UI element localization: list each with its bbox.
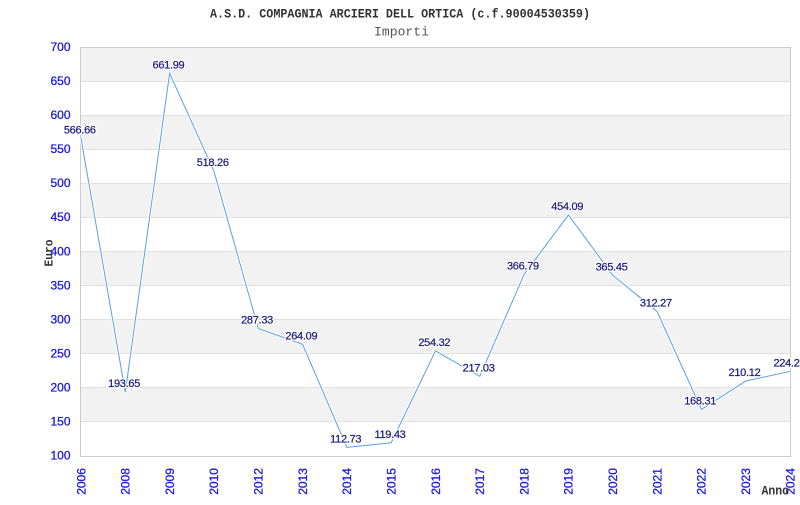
svg-text:300: 300 xyxy=(50,312,70,326)
svg-text:600: 600 xyxy=(50,108,70,122)
svg-text:2018: 2018 xyxy=(517,468,531,495)
svg-text:366.79: 366.79 xyxy=(507,260,539,272)
svg-text:168.31: 168.31 xyxy=(684,395,716,407)
svg-text:250: 250 xyxy=(50,346,70,360)
svg-text:112.73: 112.73 xyxy=(330,433,361,445)
svg-text:2016: 2016 xyxy=(429,468,443,495)
svg-text:Importi: Importi xyxy=(374,25,429,40)
svg-text:210.12: 210.12 xyxy=(729,367,761,379)
svg-text:661.99: 661.99 xyxy=(153,59,185,71)
svg-text:2023: 2023 xyxy=(739,468,753,495)
svg-text:2015: 2015 xyxy=(384,468,398,495)
svg-text:224.2: 224.2 xyxy=(773,357,799,369)
svg-text:217.03: 217.03 xyxy=(463,362,495,374)
svg-text:Euro: Euro xyxy=(43,240,57,267)
svg-text:700: 700 xyxy=(50,40,70,54)
svg-text:450: 450 xyxy=(50,210,70,224)
svg-text:193.65: 193.65 xyxy=(108,378,140,390)
svg-text:2024: 2024 xyxy=(783,468,797,495)
svg-text:566.66: 566.66 xyxy=(64,124,96,136)
svg-text:112.73: 112.73 xyxy=(330,433,361,445)
svg-text:150: 150 xyxy=(50,414,70,428)
svg-text:454.09: 454.09 xyxy=(551,201,583,213)
svg-text:2020: 2020 xyxy=(606,468,620,495)
svg-text:2014: 2014 xyxy=(340,468,354,495)
svg-text:168.31: 168.31 xyxy=(684,395,716,407)
svg-text:2021: 2021 xyxy=(650,468,664,495)
svg-text:400: 400 xyxy=(50,244,70,258)
svg-text:2010: 2010 xyxy=(207,468,221,495)
svg-text:365.45: 365.45 xyxy=(596,261,628,273)
svg-text:454.09: 454.09 xyxy=(551,201,583,213)
svg-text:287.33: 287.33 xyxy=(241,314,273,326)
svg-text:650: 650 xyxy=(50,74,70,88)
svg-text:500: 500 xyxy=(50,176,70,190)
svg-text:A.S.D. COMPAGNIA ARCIERI DELL: A.S.D. COMPAGNIA ARCIERI DELL ORTICA (c.… xyxy=(210,7,590,22)
svg-text:287.33: 287.33 xyxy=(241,314,273,326)
svg-text:200: 200 xyxy=(50,380,70,394)
svg-text:312.27: 312.27 xyxy=(640,297,672,309)
svg-text:2017: 2017 xyxy=(473,468,487,495)
svg-text:2009: 2009 xyxy=(163,468,177,495)
svg-text:2013: 2013 xyxy=(296,468,310,495)
svg-text:2012: 2012 xyxy=(252,468,266,495)
svg-text:518.26: 518.26 xyxy=(197,157,229,169)
svg-text:264.09: 264.09 xyxy=(285,330,317,342)
svg-text:264.09: 264.09 xyxy=(285,330,317,342)
svg-text:366.79: 366.79 xyxy=(507,260,539,272)
svg-text:566.66: 566.66 xyxy=(64,124,96,136)
svg-text:350: 350 xyxy=(50,278,70,292)
svg-text:661.99: 661.99 xyxy=(153,59,185,71)
svg-text:193.65: 193.65 xyxy=(108,378,140,390)
svg-text:365.45: 365.45 xyxy=(596,261,628,273)
svg-text:2006: 2006 xyxy=(74,468,88,495)
svg-text:119.43: 119.43 xyxy=(374,429,405,441)
svg-text:210.12: 210.12 xyxy=(729,367,761,379)
svg-text:254.32: 254.32 xyxy=(418,337,450,349)
svg-text:224.2: 224.2 xyxy=(773,357,799,369)
svg-text:217.03: 217.03 xyxy=(463,362,495,374)
svg-text:119.43: 119.43 xyxy=(374,429,405,441)
svg-text:550: 550 xyxy=(50,142,70,156)
svg-text:2022: 2022 xyxy=(695,468,709,495)
svg-text:2008: 2008 xyxy=(119,468,133,495)
svg-text:254.32: 254.32 xyxy=(418,337,450,349)
svg-text:100: 100 xyxy=(50,449,70,463)
svg-text:2019: 2019 xyxy=(562,468,576,495)
svg-text:Anno: Anno xyxy=(762,483,790,498)
svg-text:518.26: 518.26 xyxy=(197,157,229,169)
svg-text:312.27: 312.27 xyxy=(640,297,672,309)
